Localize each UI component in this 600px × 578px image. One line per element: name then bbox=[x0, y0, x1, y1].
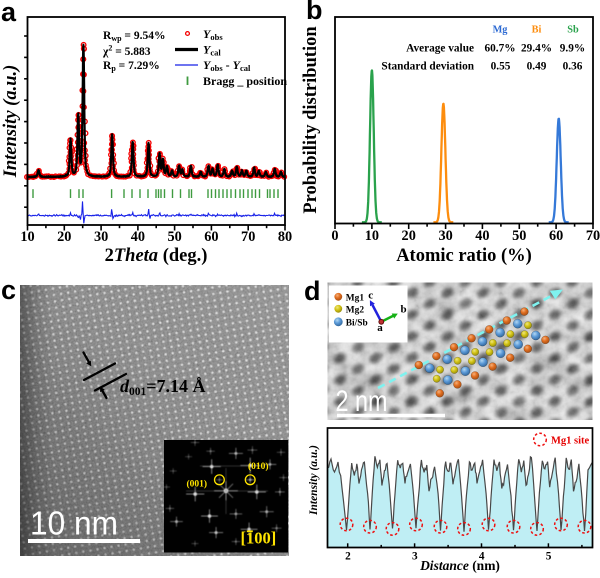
svg-text:(001): (001) bbox=[187, 479, 208, 490]
svg-text:Atomic ratio (%): Atomic ratio (%) bbox=[396, 246, 532, 266]
svg-text:60: 60 bbox=[549, 228, 563, 244]
svg-text:b: b bbox=[401, 304, 407, 316]
svg-text:χ2 = 5.883: χ2 = 5.883 bbox=[102, 44, 151, 59]
svg-text:80: 80 bbox=[278, 229, 292, 245]
svg-text:Mg2: Mg2 bbox=[346, 305, 365, 315]
svg-text:a: a bbox=[377, 322, 383, 334]
svg-text:Standard deviation: Standard deviation bbox=[381, 61, 474, 73]
svg-text:c: c bbox=[1, 275, 16, 305]
svg-text:Sb: Sb bbox=[567, 25, 579, 36]
svg-text:29.4%: 29.4% bbox=[521, 43, 552, 55]
svg-text:Mg1: Mg1 bbox=[346, 293, 365, 303]
svg-text:10: 10 bbox=[20, 229, 34, 245]
svg-text:20: 20 bbox=[402, 228, 416, 244]
svg-text:2Theta (deg.): 2Theta (deg.) bbox=[105, 246, 208, 266]
svg-text:Distance (nm): Distance (nm) bbox=[419, 558, 500, 573]
svg-text:c: c bbox=[368, 290, 373, 302]
svg-text:70: 70 bbox=[241, 229, 255, 245]
svg-text:0.49: 0.49 bbox=[527, 61, 547, 73]
svg-text:2 nm: 2 nm bbox=[336, 385, 388, 418]
svg-text:Rp = 7.29%: Rp = 7.29% bbox=[103, 60, 160, 73]
svg-text:10 nm: 10 nm bbox=[30, 505, 118, 542]
svg-text:2: 2 bbox=[345, 551, 351, 563]
svg-text:10: 10 bbox=[365, 228, 379, 244]
svg-text:40: 40 bbox=[131, 229, 145, 245]
svg-text:Bragg _ position: Bragg _ position bbox=[203, 74, 287, 88]
svg-text:0.55: 0.55 bbox=[491, 61, 511, 73]
svg-text:5: 5 bbox=[546, 551, 552, 563]
svg-text:40: 40 bbox=[475, 228, 489, 244]
svg-text:Bi/Sb: Bi/Sb bbox=[346, 318, 368, 328]
svg-text:a: a bbox=[1, 0, 17, 27]
svg-text:4: 4 bbox=[479, 551, 485, 563]
svg-text:Mg1 site: Mg1 site bbox=[551, 436, 590, 447]
svg-text:3: 3 bbox=[412, 551, 418, 563]
svg-text:60.7%: 60.7% bbox=[484, 43, 515, 55]
svg-text:Average value: Average value bbox=[406, 43, 474, 55]
svg-text:Intensity (a.u.): Intensity (a.u.) bbox=[308, 445, 320, 516]
svg-text:20: 20 bbox=[57, 229, 71, 245]
svg-text:50: 50 bbox=[167, 229, 181, 245]
svg-text:9.9%: 9.9% bbox=[560, 43, 585, 55]
svg-text:d001=7.14 Å: d001=7.14 Å bbox=[120, 376, 206, 398]
svg-text:Mg: Mg bbox=[493, 25, 509, 36]
svg-text:70: 70 bbox=[586, 228, 600, 244]
svg-text:0.36: 0.36 bbox=[563, 61, 583, 73]
svg-text:Intensity (a.u.): Intensity (a.u.) bbox=[1, 65, 21, 179]
svg-text:Bi: Bi bbox=[532, 25, 542, 36]
svg-text:30: 30 bbox=[438, 228, 452, 244]
svg-text:0: 0 bbox=[331, 228, 338, 244]
svg-text:Probability distribution: Probability distribution bbox=[301, 26, 321, 214]
svg-text:[100]: [100] bbox=[241, 529, 277, 548]
svg-text:60: 60 bbox=[204, 229, 218, 245]
svg-text:Rwp = 9.54%: Rwp = 9.54% bbox=[103, 30, 165, 43]
svg-text:b: b bbox=[306, 0, 323, 25]
svg-text:30: 30 bbox=[94, 229, 108, 245]
svg-text:50: 50 bbox=[512, 228, 526, 244]
svg-text:(010): (010) bbox=[248, 461, 269, 472]
svg-text:d: d bbox=[304, 276, 321, 306]
